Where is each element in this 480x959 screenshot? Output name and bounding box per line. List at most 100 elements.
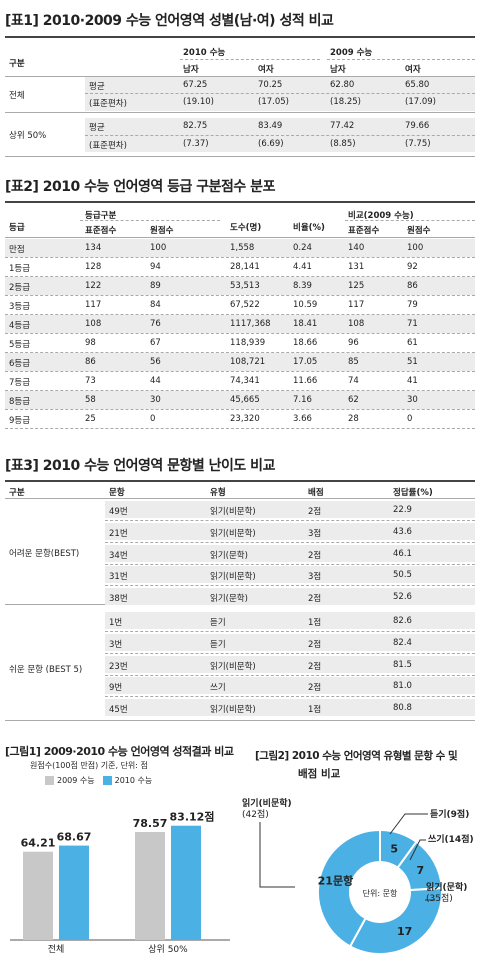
table2-cell-std: 122 [85,281,102,291]
table3-cell-type: 읽기(비문학) [210,705,256,716]
table2-cell-count: 74,341 [230,376,260,386]
table3-row-shade [105,699,475,717]
table3-row-shade [105,566,475,584]
bar-2009-1 [135,831,165,940]
table3-cell-points: 2점 [308,639,322,650]
table2-cell-ratio: 10.59 [293,300,318,310]
table1-value: 83.49 [258,121,283,131]
table3-cell-type: 읽기(비문학) [210,507,256,517]
table1-divider [327,59,475,60]
table1-value: (19.10) [183,97,214,107]
table3-row-shade [105,633,475,651]
table2-cell-raw2009: 30 [407,395,418,405]
table2-cell-raw2009: 71 [407,319,418,329]
legend-item-2010: 2010 수능 [102,775,152,786]
bar-value-label: 78.57 [133,817,168,830]
callout-label: (35점) [426,892,453,904]
table1-value: (17.05) [258,97,289,107]
table1-header-female: 여자 [405,65,421,75]
table1-value: 77.42 [330,121,355,131]
table2-cell-count: 108,721 [230,357,266,367]
table2-header-std: 표준점수 [85,226,117,236]
table1-rule [5,76,475,77]
bar-2010-1 [171,825,201,940]
table3-row-divider [105,696,475,698]
table3-cell-points: 2점 [308,661,322,672]
slice-value-label: 17 [397,925,412,938]
table1-group: 상위 50% [9,131,47,141]
table2-title: [표2] 2010 수능 언어영역 등급 구분점수 분포 [5,179,275,195]
table3-group-easy: 쉬운 문항 (BEST 5) [9,665,83,675]
table2-cell-grade: 6등급 [9,359,31,369]
table2-divider [80,220,220,221]
table2-header-compare: 비교(2009 수능) [348,211,414,221]
table2-row-divider [5,257,475,258]
table3-cell-rate: 81.0 [393,681,412,692]
table2-row-divider [5,333,475,334]
table1-bottom-rule [5,156,475,157]
table3-row-shade [105,588,475,606]
table3-cell-rate: 82.6 [393,616,412,626]
table1: 구분 2010 수능 2009 수능 남자 여자 남자 여자 전체 평균 67.… [5,36,475,178]
table2-cell-raw: 0 [150,414,156,424]
table3-row-shade [105,677,475,695]
figure1-title: [그림1] 2009·2010 수능 언어영역 성적결과 비교 [5,745,234,758]
table1-shade [85,77,475,111]
table3-row-shade [105,544,475,562]
table3-cell-type: 읽기(문학) [210,594,248,605]
table2-row-divider [5,409,475,410]
table3-bottom-rule [5,720,475,721]
table3-cell-question: 38번 [109,594,128,605]
bar-value-label: 68.67 [57,831,92,844]
table1-value: (6.69) [258,139,284,149]
table3-row-divider [105,585,475,587]
table2-row-divider [5,428,475,429]
table1-value: (7.37) [183,139,209,149]
table2-cell-grade: 3등급 [9,302,31,312]
table2-cell-count: 67,522 [230,300,260,310]
table2-cell-grade: 만점 [9,245,25,255]
table2-cell-raw: 67 [150,338,161,348]
table3-row-divider [105,520,475,521]
callout-label: 듣기(9점) [430,808,469,820]
table2-cell-grade: 4등급 [9,321,31,331]
table3-cell-question: 1번 [109,618,123,628]
table3-group-hard: 어려운 문항(BEST) [9,549,80,559]
table2-cell-raw2009: 0 [407,414,413,424]
table3-cell-question: 9번 [109,683,123,694]
table2-cell-std2009: 62 [348,395,359,405]
table3-cell-type: 읽기(문학) [210,550,248,561]
table2-header-raw: 원점수 [150,226,174,236]
table2-cell-raw: 89 [150,281,161,291]
table1-header-group: 구분 [9,59,25,69]
table2-cell-std2009: 125 [348,281,365,291]
table3-cell-points: 1점 [308,705,322,716]
table2-cell-std2009: 96 [348,338,359,348]
donut-slice-3 [317,828,381,948]
table1-row-label: (표준편차) [89,99,127,109]
table1-value: 62.80 [330,80,355,90]
table1-value: (17.09) [405,97,436,107]
table3-row-divider [105,652,475,654]
table3-cell-rate: 50.5 [393,570,412,581]
table2-cell-raw: 100 [150,243,167,253]
table2-cell-std: 98 [85,338,96,348]
table1-value: 79.66 [405,121,430,131]
table3-row-divider [105,674,475,676]
table1-value: 67.25 [183,80,208,90]
table2-cell-count: 23,320 [230,414,260,424]
table2-cell-raw: 30 [150,395,161,405]
table1-divider [85,135,475,136]
table3-cell-points: 1점 [308,618,322,628]
table3-cell-question: 21번 [109,528,128,539]
table2-cell-grade: 7등급 [9,378,31,388]
table2-cell-count: 53,513 [230,281,260,291]
callout-label: 쓰기(14점) [428,833,474,845]
table2-cell-raw2009: 92 [407,262,418,272]
table2-cell-std: 86 [85,357,96,367]
table2-cell-ratio: 18.66 [293,338,318,348]
table3-row-shade [105,655,475,673]
table2-cell-ratio: 3.66 [293,414,312,424]
table3-cell-question: 3번 [109,639,123,650]
